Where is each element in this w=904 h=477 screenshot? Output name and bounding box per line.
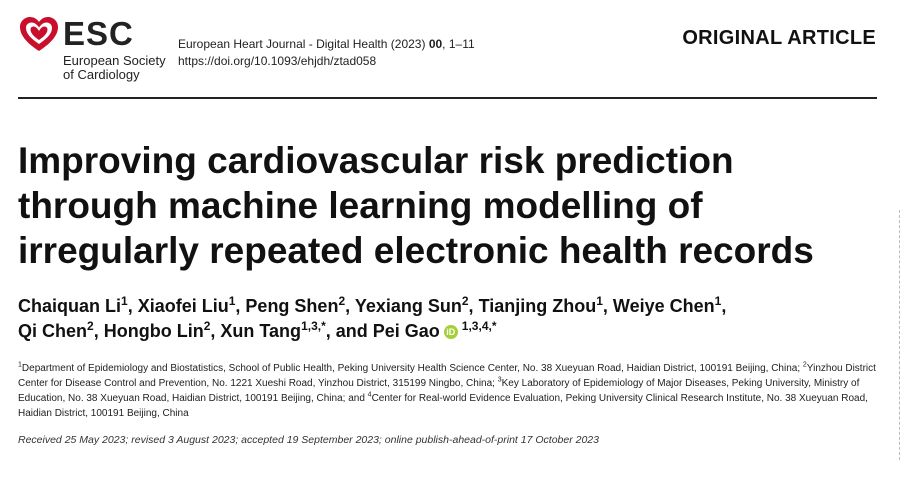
journal-line: European Heart Journal - Digital Health … xyxy=(178,37,475,51)
author: Weiye Chen1, xyxy=(612,294,727,316)
author: Yexiang Sun2, xyxy=(354,294,479,316)
affiliations: 1Department of Epidemiology and Biostati… xyxy=(18,361,876,419)
journal-citation: European Heart Journal - Digital Health … xyxy=(178,36,475,70)
corresponding-author-star: * xyxy=(321,319,326,333)
author: Hongbo Lin2, xyxy=(103,319,221,341)
article-title: Improving cardiovascular risk prediction… xyxy=(18,140,814,271)
esc-logo: ESC European Society of Cardiology xyxy=(19,14,219,84)
corresponding-author-star: * xyxy=(491,319,497,333)
author: Tianjing Zhou1, xyxy=(478,294,613,316)
doi-link[interactable]: https://doi.org/10.1093/ehjdh/ztad058 xyxy=(178,54,377,68)
esc-organization-name: European Society of Cardiology xyxy=(63,53,166,82)
page-edge-divider xyxy=(899,210,902,460)
author-list: Chaiquan Li1, Xiaofei Liu1, Peng Shen2, … xyxy=(18,294,888,344)
author: Xun Tang1,3,*, and xyxy=(220,319,373,341)
header-divider xyxy=(18,97,877,99)
author: Peng Shen2, xyxy=(245,294,355,316)
article-type-label: ORIGINAL ARTICLE xyxy=(682,27,876,49)
article-history: Received 25 May 2023; revised 3 August 2… xyxy=(18,434,599,446)
esc-acronym: ESC xyxy=(63,15,134,52)
author: Qi Chen2, xyxy=(18,319,104,341)
author: Xiaofei Liu1, xyxy=(137,294,246,316)
orcid-icon[interactable]: iD xyxy=(443,325,458,339)
author: Chaiquan Li1, xyxy=(18,294,138,316)
esc-heart-logo-icon xyxy=(20,17,58,51)
author: Pei Gao iD 1,3,4,* xyxy=(372,319,497,341)
